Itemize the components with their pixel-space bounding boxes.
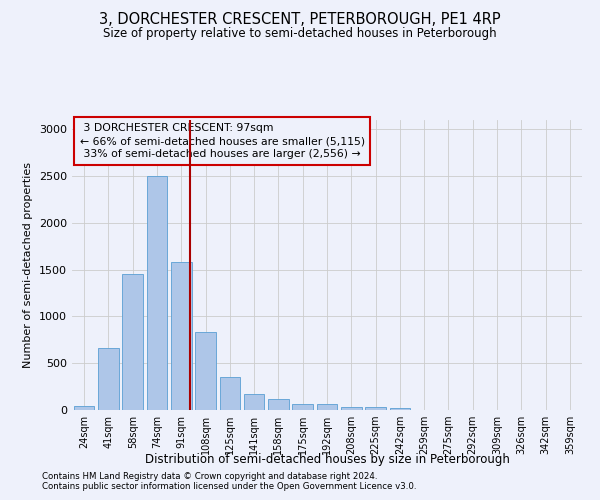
Bar [74, 406, 94, 410]
Bar [146, 176, 167, 410]
Text: 3, DORCHESTER CRESCENT, PETERBOROUGH, PE1 4RP: 3, DORCHESTER CRESCENT, PETERBOROUGH, PE… [99, 12, 501, 28]
Bar [292, 404, 313, 410]
Bar [365, 407, 386, 410]
Bar [171, 262, 191, 410]
Bar [268, 399, 289, 410]
Bar [98, 348, 119, 410]
Bar [220, 378, 240, 410]
Bar [341, 406, 362, 410]
Bar [244, 394, 265, 410]
Bar [317, 404, 337, 410]
Text: Size of property relative to semi-detached houses in Peterborough: Size of property relative to semi-detach… [103, 28, 497, 40]
Y-axis label: Number of semi-detached properties: Number of semi-detached properties [23, 162, 34, 368]
Text: Distribution of semi-detached houses by size in Peterborough: Distribution of semi-detached houses by … [145, 452, 509, 466]
Text: Contains public sector information licensed under the Open Government Licence v3: Contains public sector information licen… [42, 482, 416, 491]
Bar [389, 408, 410, 410]
Bar [122, 274, 143, 410]
Bar [195, 332, 216, 410]
Text: Contains HM Land Registry data © Crown copyright and database right 2024.: Contains HM Land Registry data © Crown c… [42, 472, 377, 481]
Text: 3 DORCHESTER CRESCENT: 97sqm
← 66% of semi-detached houses are smaller (5,115)
 : 3 DORCHESTER CRESCENT: 97sqm ← 66% of se… [80, 123, 365, 160]
